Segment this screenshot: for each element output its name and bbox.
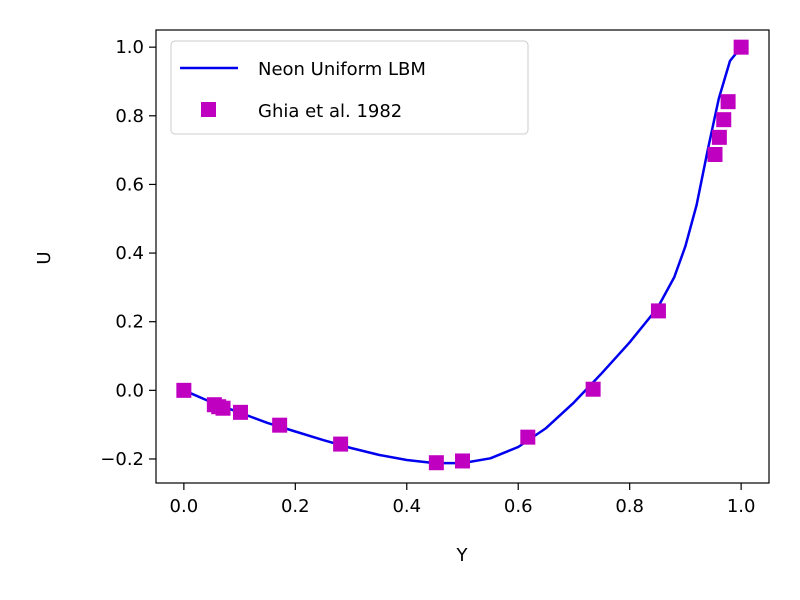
data-point-ghia [585, 381, 601, 397]
data-point-ghia [232, 404, 248, 420]
series-layer [176, 39, 749, 471]
data-point-ghia [520, 429, 536, 445]
y-tick-label: 0.6 [115, 174, 144, 195]
x-axis-label: Y [456, 545, 469, 566]
x-tick-label: 0.0 [170, 496, 199, 517]
x-tick-label: 0.2 [281, 496, 310, 517]
y-tick-label: 1.0 [115, 37, 144, 58]
y-tick-label: 0.0 [115, 380, 144, 401]
data-point-ghia [176, 382, 192, 398]
legend: Neon Uniform LBM Ghia et al. 1982 [170, 40, 529, 135]
data-point-ghia [711, 129, 727, 145]
data-point-ghia [455, 453, 470, 469]
data-point-ghia [716, 112, 732, 128]
data-point-ghia [733, 39, 749, 55]
y-tick-label: 0.8 [115, 106, 144, 127]
data-point-ghia [720, 94, 736, 110]
y-axis: −0.2 0.0 0.2 0.4 0.6 0.8 1.0 [100, 37, 156, 470]
legend-box [170, 40, 529, 135]
x-tick-label: 0.8 [615, 496, 644, 517]
data-point-ghia [215, 400, 231, 416]
data-point-ghia [707, 147, 723, 163]
y-tick-label: 0.2 [115, 312, 144, 333]
x-tick-label: 0.6 [504, 496, 533, 517]
y-tick-label: −0.2 [100, 449, 144, 470]
x-axis: 0.0 0.2 0.4 0.6 0.8 1.0 [170, 483, 756, 517]
series-line-neon [183, 46, 743, 465]
legend-label-neon: Neon Uniform LBM [258, 59, 426, 80]
x-tick-label: 0.4 [392, 496, 421, 517]
y-tick-label: 0.4 [115, 243, 144, 264]
data-point-ghia [428, 455, 444, 471]
data-point-ghia [272, 417, 288, 433]
data-point-ghia [650, 303, 666, 319]
data-point-ghia [333, 436, 349, 452]
legend-label-ghia: Ghia et al. 1982 [258, 101, 402, 122]
plot-frame [155, 29, 770, 484]
legend-marker-swatch [201, 102, 216, 117]
y-axis-label: U [34, 251, 55, 264]
x-tick-label: 1.0 [727, 496, 756, 517]
